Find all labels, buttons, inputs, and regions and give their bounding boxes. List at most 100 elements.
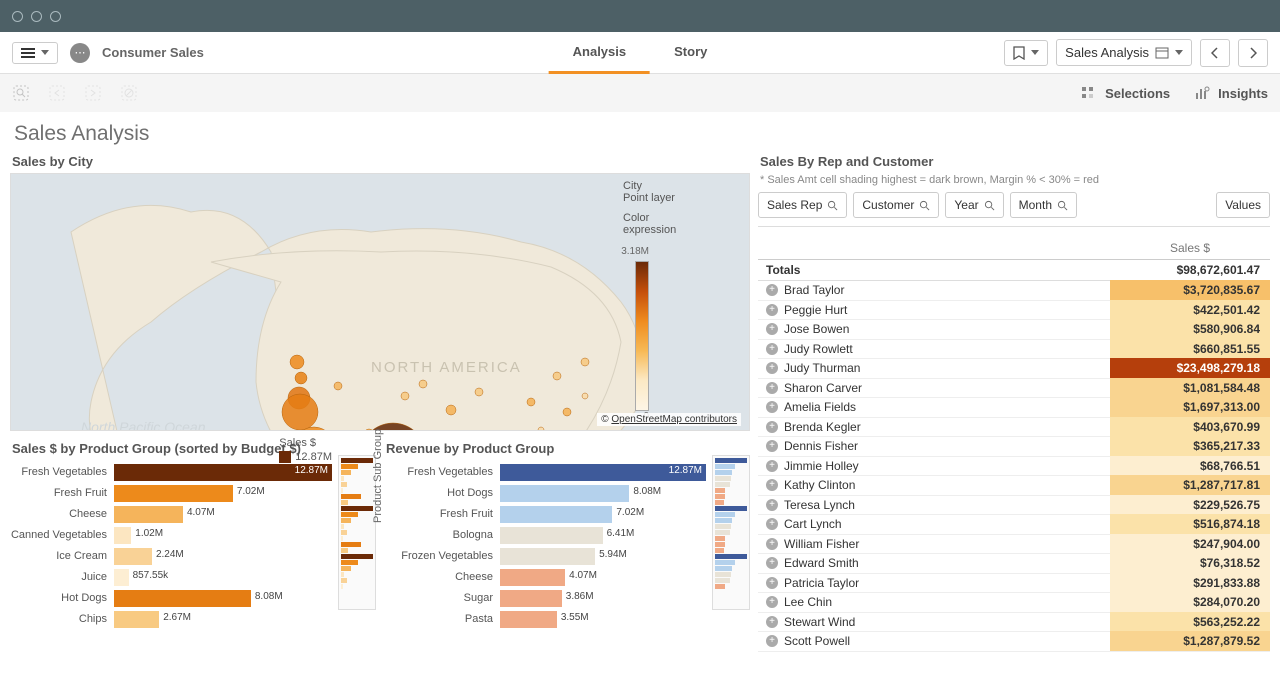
selection-bar: Selections Insights [0, 74, 1280, 112]
pivot-table[interactable]: Sales $ Totals $98,672,601.47 +Brad Tayl… [758, 226, 1270, 652]
column-header-sales[interactable]: Sales $ [1110, 227, 1270, 259]
table-row[interactable]: +Brad Taylor$3,720,835.67 [758, 281, 1270, 301]
bar-row[interactable]: Chips2.67M [10, 609, 332, 629]
step-forward-icon[interactable] [84, 84, 102, 102]
tab-analysis[interactable]: Analysis [549, 32, 650, 74]
bar-label: Hot Dogs [396, 487, 496, 499]
expand-icon[interactable]: + [766, 479, 778, 491]
bar-row[interactable]: Hot Dogs8.08M [10, 588, 332, 608]
smart-search-icon[interactable] [12, 84, 30, 102]
window-close-icon[interactable] [12, 11, 23, 22]
bar-label: Juice [10, 571, 110, 583]
bar-label: Chips [10, 613, 110, 625]
expand-icon[interactable]: + [766, 577, 778, 589]
expand-icon[interactable]: + [766, 362, 778, 374]
table-row[interactable]: +Kathy Clinton$1,287,717.81 [758, 476, 1270, 496]
expand-icon[interactable]: + [766, 460, 778, 472]
chart2-title: Revenue by Product Group [384, 437, 750, 460]
table-row[interactable]: +Cart Lynch$516,874.18 [758, 515, 1270, 535]
filter-sales-rep[interactable]: Sales Rep [758, 192, 847, 218]
table-row[interactable]: +Brenda Kegler$403,670.99 [758, 418, 1270, 438]
expand-icon[interactable]: + [766, 499, 778, 511]
table-row[interactable]: +William Fisher$247,904.00 [758, 535, 1270, 555]
expand-icon[interactable]: + [766, 323, 778, 335]
clear-selections-icon[interactable] [120, 84, 138, 102]
expand-icon[interactable]: + [766, 538, 778, 550]
sheet-icon [1155, 47, 1169, 59]
caret-down-icon [1031, 50, 1039, 55]
sheet-title: Sales Analysis [0, 112, 1280, 150]
menu-button[interactable] [12, 42, 58, 64]
expand-icon[interactable]: + [766, 284, 778, 296]
next-sheet-button[interactable] [1238, 39, 1268, 67]
table-row[interactable]: +Amelia Fields$1,697,313.00 [758, 398, 1270, 418]
bar-row[interactable]: Pasta3.55M [396, 609, 706, 629]
bookmarks-button[interactable] [1004, 40, 1048, 66]
chart2-minimap[interactable] [712, 455, 750, 610]
table-row[interactable]: +Edward Smith$76,318.52 [758, 554, 1270, 574]
table-row[interactable]: +Patricia Taylor$291,833.88 [758, 574, 1270, 594]
insights-button[interactable]: Insights [1194, 85, 1268, 101]
filter-year[interactable]: Year [945, 192, 1003, 218]
filter-month[interactable]: Month [1010, 192, 1077, 218]
table-row[interactable]: +Stewart Wind$563,252.22 [758, 613, 1270, 633]
bar-label: Frozen Vegetables [396, 550, 496, 562]
values-button[interactable]: Values [1216, 192, 1270, 218]
step-back-icon[interactable] [48, 84, 66, 102]
table-row[interactable]: +Judy Rowlett$660,851.55 [758, 340, 1270, 360]
prev-sheet-button[interactable] [1200, 39, 1230, 67]
selections-tool-button[interactable]: Selections [1081, 85, 1170, 101]
bar-row[interactable]: Fresh Fruit7.02M [10, 483, 332, 503]
bar-label: Fresh Vegetables [396, 466, 496, 478]
filter-customer[interactable]: Customer [853, 192, 939, 218]
expand-icon[interactable]: + [766, 616, 778, 628]
app-icon: ⋯ [70, 43, 90, 63]
table-row[interactable]: +Teresa Lynch$229,526.75 [758, 496, 1270, 516]
table-row[interactable]: +Scott Powell$1,287,879.52 [758, 632, 1270, 652]
expand-icon[interactable]: + [766, 401, 778, 413]
bar-row[interactable]: Ice Cream2.24M [10, 546, 332, 566]
chart1-minimap[interactable] [338, 455, 376, 610]
expand-icon[interactable]: + [766, 596, 778, 608]
expand-icon[interactable]: + [766, 518, 778, 530]
sheet-selector-button[interactable]: Sales Analysis [1056, 39, 1192, 66]
expand-icon[interactable]: + [766, 382, 778, 394]
bar-row[interactable]: Cheese4.07M [10, 504, 332, 524]
bar-row[interactable]: Fresh Vegetables12.87M [10, 462, 332, 482]
window-minimize-icon[interactable] [31, 11, 42, 22]
app-title: Consumer Sales [102, 45, 204, 60]
bar-label: Pasta [396, 613, 496, 625]
bar-row[interactable]: Fresh Fruit7.02M [396, 504, 706, 524]
table-row[interactable]: +Sharon Carver$1,081,584.48 [758, 379, 1270, 399]
expand-icon[interactable]: + [766, 635, 778, 647]
chart-revenue-by-group[interactable]: Revenue by Product Group Fresh Vegetable… [384, 437, 750, 637]
expand-icon[interactable]: + [766, 343, 778, 355]
expand-icon[interactable]: + [766, 557, 778, 569]
expand-icon[interactable]: + [766, 440, 778, 452]
top-toolbar: ⋯ Consumer Sales Analysis Story Sales An… [0, 32, 1280, 74]
chart-sales-by-group[interactable]: Sales $ by Product Group (sorted by Budg… [10, 437, 376, 637]
expand-icon[interactable]: + [766, 304, 778, 316]
bar-row[interactable]: Frozen Vegetables5.94M [396, 546, 706, 566]
bar-row[interactable]: Fresh Vegetables12.87M [396, 462, 706, 482]
bar-row[interactable]: Bologna6.41M [396, 525, 706, 545]
bar-row[interactable]: Hot Dogs8.08M [396, 483, 706, 503]
window-zoom-icon[interactable] [50, 11, 61, 22]
map-title: Sales by City [10, 150, 750, 173]
table-row[interactable]: +Dennis Fisher$365,217.33 [758, 437, 1270, 457]
map-attribution: © OpenStreetMap contributors [597, 413, 741, 426]
tab-story[interactable]: Story [650, 32, 731, 74]
bar-row[interactable]: Canned Vegetables1.02M [10, 525, 332, 545]
table-row[interactable]: +Jose Bowen$580,906.84 [758, 320, 1270, 340]
table-row[interactable]: +Peggie Hurt$422,501.42 [758, 301, 1270, 321]
bar-row[interactable]: Juice857.55k [10, 567, 332, 587]
sales-map[interactable]: North Pacific Ocean NORTH AMERICA City P… [10, 173, 750, 431]
expand-icon[interactable]: + [766, 421, 778, 433]
svg-text:North Pacific Ocean: North Pacific Ocean [81, 419, 206, 430]
table-row[interactable]: +Lee Chin$284,070.20 [758, 593, 1270, 613]
bar-row[interactable]: Sugar3.86M [396, 588, 706, 608]
bar-label: Fresh Fruit [396, 508, 496, 520]
table-row[interactable]: +Judy Thurman$23,498,279.18 [758, 359, 1270, 379]
bar-row[interactable]: Cheese4.07M [396, 567, 706, 587]
table-row[interactable]: +Jimmie Holley$68,766.51 [758, 457, 1270, 477]
